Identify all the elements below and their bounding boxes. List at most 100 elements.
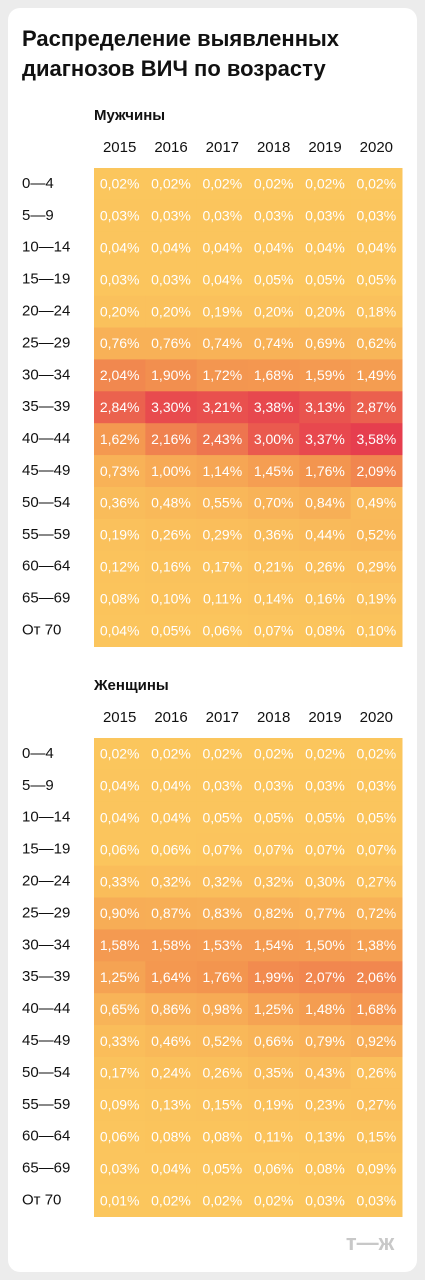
heat-cell xyxy=(299,614,352,647)
cell-label: 0,20% xyxy=(254,303,294,319)
cell-label: 0,03% xyxy=(254,208,294,224)
cell-label: 0,66% xyxy=(254,1033,294,1049)
cell-label: 0,32% xyxy=(151,873,191,889)
heat-cell xyxy=(94,614,146,647)
heat-cell xyxy=(248,614,300,647)
cell-label: 0,04% xyxy=(151,1160,191,1176)
cell-label: 1,48% xyxy=(305,1001,345,1017)
cell-label: 1,00% xyxy=(151,463,191,479)
y-tick-label: 10—14 xyxy=(22,809,70,826)
heat-cell xyxy=(350,1088,403,1122)
cell-label: 0,06% xyxy=(254,1160,294,1176)
heat-cell xyxy=(248,801,300,835)
heat-cell xyxy=(145,327,198,360)
cell-label: 0,10% xyxy=(151,590,191,606)
heat-cell xyxy=(248,550,300,584)
heat-cell xyxy=(299,738,352,771)
cell-label: 0,32% xyxy=(202,873,242,889)
heat-cell xyxy=(94,1088,146,1122)
heat-cell xyxy=(196,168,249,201)
heat-cell xyxy=(145,614,198,647)
cell-label: 1,62% xyxy=(100,431,140,447)
heat-cell xyxy=(248,391,300,424)
heat-cell xyxy=(248,263,300,297)
cell-label: 0,13% xyxy=(305,1128,345,1144)
heat-cell xyxy=(196,993,249,1026)
heat-cell xyxy=(196,231,249,265)
heat-cell xyxy=(299,168,352,201)
cell-label: 0,26% xyxy=(202,1065,242,1081)
panel-title: Женщины xyxy=(93,677,169,694)
heat-cell xyxy=(299,961,352,994)
cell-label: 2,84% xyxy=(100,399,140,415)
cell-label: 0,02% xyxy=(202,1192,242,1208)
heat-cell xyxy=(248,833,300,867)
cell-label: 0,05% xyxy=(202,1160,242,1176)
cell-label: 0,06% xyxy=(151,841,191,857)
y-tick-label: От 70 xyxy=(22,1192,61,1209)
heat-cell xyxy=(299,801,352,835)
cell-label: 0,03% xyxy=(100,271,140,287)
cell-label: 2,87% xyxy=(356,399,396,415)
cell-label: 0,19% xyxy=(254,1097,294,1113)
cell-label: 0,46% xyxy=(151,1033,191,1049)
heat-cell xyxy=(94,929,146,962)
cell-label: 0,76% xyxy=(100,335,140,351)
heat-cell xyxy=(94,961,146,994)
heat-cell xyxy=(94,1184,146,1217)
heat-cell xyxy=(196,550,249,584)
cell-label: 0,02% xyxy=(151,1192,191,1208)
heat-cell xyxy=(94,518,146,552)
cell-label: 0,98% xyxy=(202,1001,242,1017)
cell-label: 1,53% xyxy=(202,937,242,953)
heat-cell xyxy=(196,391,249,424)
cell-label: 0,03% xyxy=(100,208,140,224)
cell-label: 0,03% xyxy=(305,778,345,794)
cell-label: 0,04% xyxy=(100,809,140,825)
heat-cell xyxy=(145,359,198,392)
cell-label: 1,99% xyxy=(254,969,294,985)
heat-cell xyxy=(248,295,300,328)
heat-cell xyxy=(94,295,146,328)
heat-cell xyxy=(248,1184,300,1217)
cell-label: 2,09% xyxy=(356,463,396,479)
heat-cell xyxy=(299,993,352,1026)
heat-cell xyxy=(299,391,352,424)
cell-label: 0,87% xyxy=(151,905,191,921)
cell-label: 0,83% xyxy=(202,905,242,921)
heat-cell xyxy=(299,833,352,867)
y-tick-label: 15—19 xyxy=(22,841,70,858)
heat-cell xyxy=(196,327,249,360)
heat-cell xyxy=(145,550,198,584)
cell-label: 0,33% xyxy=(100,1033,140,1049)
cell-label: 0,09% xyxy=(356,1160,396,1176)
x-tick-label: 2017 xyxy=(206,709,239,726)
cell-label: 0,73% xyxy=(100,463,140,479)
cell-label: 0,07% xyxy=(356,841,396,857)
y-tick-label: 35—39 xyxy=(22,968,70,985)
cell-label: 2,07% xyxy=(305,969,345,985)
cell-label: 3,13% xyxy=(305,399,345,415)
heat-cell xyxy=(196,961,249,994)
cell-label: 1,49% xyxy=(356,367,396,383)
cell-label: 1,25% xyxy=(254,1001,294,1017)
x-tick-label: 2017 xyxy=(206,139,239,156)
heat-cell xyxy=(350,801,403,835)
cell-label: 0,29% xyxy=(202,527,242,543)
cell-label: 0,08% xyxy=(151,1128,191,1144)
cell-label: 0,02% xyxy=(202,176,242,192)
y-tick-label: 0—4 xyxy=(22,175,54,192)
cell-label: 1,58% xyxy=(151,937,191,953)
heat-cell xyxy=(145,231,198,265)
cell-label: 0,07% xyxy=(305,841,345,857)
cell-label: 0,05% xyxy=(356,271,396,287)
cell-label: 0,02% xyxy=(254,1192,294,1208)
cell-label: 0,03% xyxy=(151,208,191,224)
y-tick-label: 40—44 xyxy=(22,430,70,447)
y-tick-label: 5—9 xyxy=(22,207,54,224)
x-tick-label: 2018 xyxy=(257,139,290,156)
cell-label: 0,10% xyxy=(356,622,396,638)
y-tick-label: 20—24 xyxy=(22,303,70,320)
heat-cell xyxy=(145,961,198,994)
cell-label: 0,18% xyxy=(356,303,396,319)
